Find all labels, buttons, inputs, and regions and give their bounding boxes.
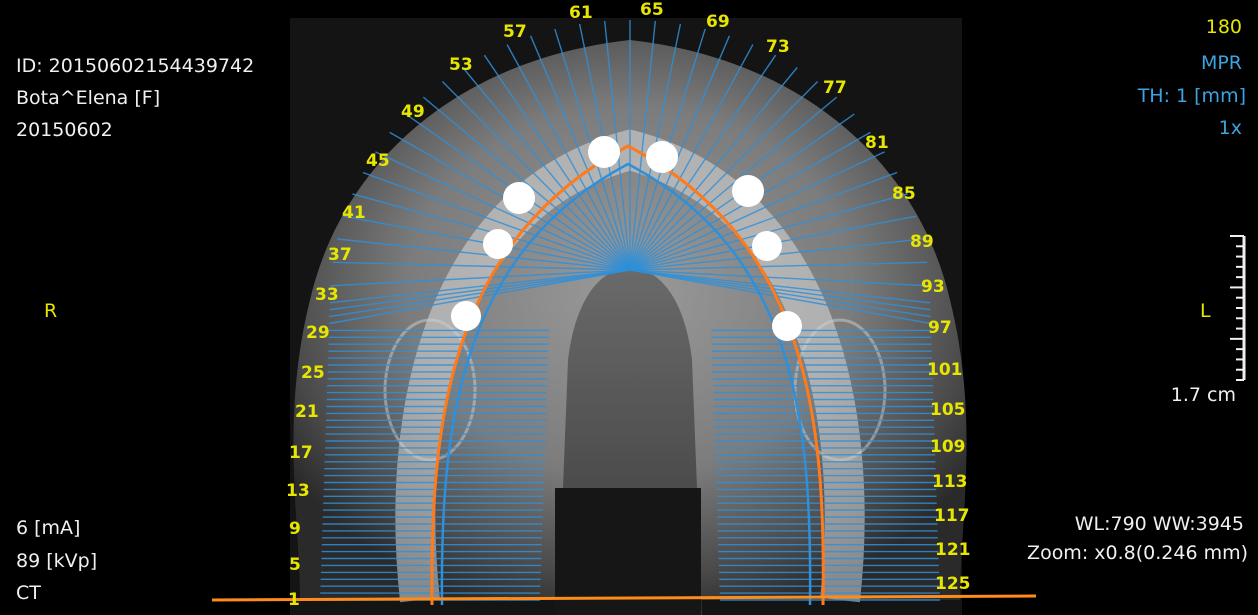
slice-number-label: 113 <box>932 472 968 492</box>
cross-section-line <box>330 269 631 287</box>
slice-number-label: 69 <box>706 12 730 32</box>
slice-number-label: 33 <box>315 285 339 305</box>
baseline <box>211 594 1037 602</box>
slice-number-label: 77 <box>823 78 847 98</box>
slice-number-label: 101 <box>927 360 963 380</box>
scale-bar <box>1230 235 1246 381</box>
slice-number-label: 109 <box>930 437 966 457</box>
implant-marker <box>503 182 535 214</box>
orientation-right-marker: R <box>44 300 58 322</box>
implant-marker <box>451 301 481 331</box>
cross-section-line <box>629 35 731 271</box>
airway <box>555 488 701 615</box>
cross-section-line <box>629 269 931 325</box>
cross-section-line <box>629 269 931 318</box>
slice-number-label: 17 <box>289 443 313 463</box>
left-condyle <box>383 318 477 462</box>
cross-section-line <box>506 44 631 271</box>
scale-label: 1.7 cm <box>1170 384 1236 406</box>
slice-number-label: 41 <box>342 203 366 223</box>
tube-voltage: 89 [kVp] <box>16 550 98 572</box>
cross-section-line <box>329 269 631 304</box>
cross-section-line <box>629 67 798 271</box>
zoom-level: Zoom: x0.8(0.246 mm) <box>1027 542 1248 564</box>
patient-name: Bota^Elena [F] <box>16 87 161 109</box>
cross-section-line <box>329 269 631 318</box>
slice-number-label: 97 <box>928 318 952 338</box>
slice-number-label: 61 <box>569 3 593 23</box>
panoramic-curve-inner <box>440 162 812 606</box>
slice-number-label: 45 <box>366 151 390 171</box>
slice-thickness: TH: 1 [mm] <box>1137 85 1246 107</box>
slice-number-label: 125 <box>935 574 971 594</box>
cross-section-line <box>629 81 819 271</box>
cross-section-line <box>629 269 931 304</box>
cross-section-line <box>629 261 928 271</box>
slice-number-label: 93 <box>921 277 945 297</box>
cross-section-line <box>629 269 930 287</box>
slice-number-label: 21 <box>295 402 319 422</box>
slice-index: 180 <box>1205 16 1242 38</box>
cross-section-line <box>441 81 631 271</box>
cross-section-line <box>629 151 885 271</box>
patient-id: ID: 20150602154439742 <box>16 55 255 77</box>
implant-markers <box>451 136 802 341</box>
orientation-left-marker: L <box>1200 300 1211 322</box>
cross-section-line <box>629 269 931 311</box>
slice-number-label: 53 <box>449 55 473 75</box>
implant-marker <box>772 311 802 341</box>
slice-number-label: 105 <box>930 400 966 420</box>
cross-section-line <box>337 238 631 271</box>
window-level: WL:790 WW:3945 <box>1074 513 1244 535</box>
slice-number-label: 117 <box>934 506 970 526</box>
slice-number-label: 5 <box>289 555 301 575</box>
cross-section-line <box>422 96 631 271</box>
cross-section-line <box>362 171 631 271</box>
study-date: 20150602 <box>16 119 113 141</box>
slice-number-label: 89 <box>910 232 934 252</box>
slice-number-label: 13 <box>286 481 310 501</box>
slice-number-label: 1 <box>288 590 300 610</box>
slice-number-label: 25 <box>301 363 325 383</box>
implant-marker <box>483 229 513 259</box>
cross-section-line <box>483 54 631 271</box>
slice-number-label: 9 <box>289 519 301 539</box>
cross-section-line <box>462 67 631 271</box>
implant-marker <box>646 141 678 173</box>
cross-section-line <box>529 35 631 271</box>
cross-section-line <box>375 151 631 271</box>
slice-number-label: 65 <box>640 0 664 20</box>
slice-number-label: 37 <box>328 245 352 265</box>
implant-marker <box>752 231 782 261</box>
magnification: 1x <box>1218 117 1242 139</box>
slice-number-label: 49 <box>401 102 425 122</box>
slice-number-label: 57 <box>503 22 527 42</box>
slice-number-label: 121 <box>935 540 971 560</box>
view-mode: MPR <box>1200 52 1242 74</box>
cross-section-line <box>629 20 656 271</box>
cross-section-line <box>629 96 838 271</box>
cross-section-line <box>332 261 631 271</box>
panoramic-curve-outer <box>430 144 825 606</box>
implant-marker <box>732 175 764 207</box>
cross-section-line <box>629 44 754 271</box>
slice-number-label: 81 <box>865 133 889 153</box>
slice-number-label: 73 <box>766 37 790 57</box>
modality: CT <box>16 582 41 604</box>
slice-number-label: 85 <box>892 184 916 204</box>
cross-section-line <box>329 269 631 311</box>
cross-section-line <box>629 171 898 271</box>
tube-current: 6 [mA] <box>16 517 81 539</box>
implant-marker <box>588 136 620 168</box>
cross-section-line <box>629 54 777 271</box>
slice-number-label: 29 <box>306 323 330 343</box>
